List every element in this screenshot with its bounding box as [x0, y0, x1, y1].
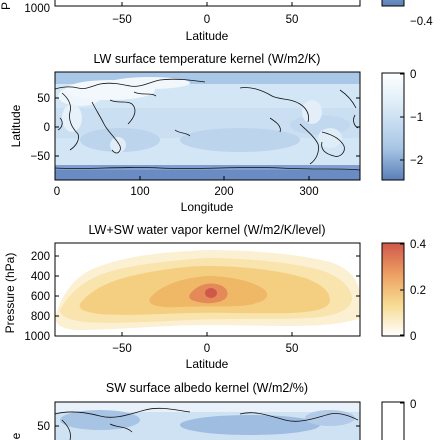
ytick-label: 50 — [37, 93, 50, 105]
sw-ylabel-fragment: e — [9, 432, 23, 439]
ytick-label: 600 — [31, 291, 50, 303]
sw-map-frame — [54, 401, 361, 440]
lw-yticks: 50 0 −50 — [30, 93, 360, 163]
wv-ylabel: Pressure (hPa) — [3, 253, 17, 334]
water-vapor-panel: LW+SW water vapor kernel (W/m2/K/level) — [3, 223, 427, 371]
top-xtick-label: 50 — [286, 14, 299, 26]
wv-xticks: −50 0 50 — [112, 332, 298, 355]
xtick-label: 0 — [204, 343, 210, 355]
sw-surface-albedo-panel: SW surface albedo kernel (W/m2/%) 50 e 0 — [9, 381, 416, 440]
panel-title: LW+SW water vapor kernel (W/m2/K/level) — [89, 223, 326, 237]
panel-title: LW surface temperature kernel (W/m2/K) — [94, 52, 321, 66]
lw-xlabel: Longitude — [181, 200, 234, 214]
wv-xlabel: Latitude — [186, 357, 229, 371]
colorbar-tick-label: 0.4 — [410, 239, 427, 251]
sw-map-field — [55, 402, 360, 440]
ytick-label: 50 — [37, 421, 50, 433]
ytick-label: 0 — [44, 122, 50, 134]
top-xtick-label: 0 — [204, 14, 210, 26]
top-colorbar — [381, 0, 405, 7]
colorbar-tick-label: 0 — [410, 331, 416, 343]
colorbar-tick-label: −1 — [410, 112, 423, 124]
ytick-label: 1000 — [24, 331, 50, 343]
ytick-label: −50 — [30, 151, 50, 163]
ytick-label: 800 — [31, 311, 50, 323]
top-xlabel: Latitude — [186, 29, 229, 43]
wv-colorbar-ticks: 0.4 0.2 0 — [400, 239, 427, 343]
lw-ylabel: Latitude — [9, 104, 23, 147]
colorbar-tick-label: −2 — [410, 155, 423, 167]
top-ytick-1000: 1000 — [24, 3, 50, 15]
ytick-label: 200 — [31, 251, 50, 263]
wv-yticks: 200 400 600 800 1000 — [24, 251, 360, 343]
top-ylabel-fragment: P — [0, 2, 13, 10]
lw-colorbar-ticks: 0 −1 −2 — [400, 69, 423, 167]
top-panel: P 1000 −50 0 50 Latitude −0.4 — [0, 0, 433, 43]
colorbar-tick-label: 0 — [410, 69, 416, 81]
sw-colorbar — [381, 401, 405, 440]
xtick-label: −50 — [112, 343, 132, 355]
top-xtick-label: −50 — [112, 14, 132, 26]
lw-surface-temperature-panel: LW surface temperature kernel (W/m2/K) — [9, 52, 423, 214]
lw-map-frame — [54, 71, 361, 181]
xtick-label: 300 — [299, 186, 318, 198]
xtick-label: 50 — [286, 343, 299, 355]
wv-field — [55, 243, 360, 336]
lw-colorbar — [381, 72, 405, 181]
xtick-label: 100 — [130, 186, 149, 198]
xtick-label: 200 — [214, 186, 233, 198]
top-colorbar-tick: −0.4 — [410, 16, 433, 28]
colorbar-tick-label: 0 — [410, 399, 416, 411]
top-xticks: −50 0 50 — [112, 2, 298, 26]
panel-title: SW surface albedo kernel (W/m2/%) — [106, 381, 308, 395]
lw-xticks: 0 100 200 300 — [54, 176, 319, 198]
xtick-label: 0 — [54, 186, 60, 198]
ytick-label: 400 — [31, 271, 50, 283]
lw-map-field — [55, 72, 360, 180]
colorbar-tick-label: 0.2 — [410, 285, 426, 297]
